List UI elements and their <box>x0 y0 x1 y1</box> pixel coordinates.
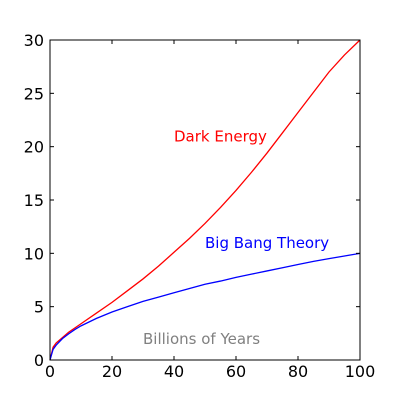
series-layer <box>49 39 361 361</box>
plot-area <box>50 40 360 360</box>
x-tick-label: 80 <box>288 362 308 381</box>
x-tick-label: 60 <box>226 362 246 381</box>
y-tick-label: 30 <box>24 31 44 50</box>
x-tick-label: 40 <box>164 362 184 381</box>
y-tick-label: 20 <box>24 138 44 157</box>
y-tick-label: 5 <box>34 298 44 317</box>
annotation-label-1: Big Bang Theory <box>205 234 329 252</box>
y-tick-label: 0 <box>34 351 44 370</box>
annotation-layer: Dark Energy Big Bang Theory Billions of Ye… <box>143 127 329 348</box>
series-line-0 <box>49 39 361 361</box>
y-tick-label: 25 <box>24 84 44 103</box>
annotation-label-2: Billions of Years <box>143 330 260 348</box>
x-tick-label: 0 <box>45 362 55 381</box>
x-axis: 0 20 40 60 80 100 <box>45 40 375 381</box>
x-tick-label: 100 <box>345 362 376 381</box>
x-tick-label: 20 <box>102 362 122 381</box>
series-line-1 <box>49 252 361 361</box>
annotation-label-0: Dark Energy <box>174 127 267 145</box>
y-tick-label: 15 <box>24 191 44 210</box>
y-tick-label: 10 <box>24 244 44 263</box>
y-axis: 0 5 10 15 20 25 30 <box>24 31 360 370</box>
